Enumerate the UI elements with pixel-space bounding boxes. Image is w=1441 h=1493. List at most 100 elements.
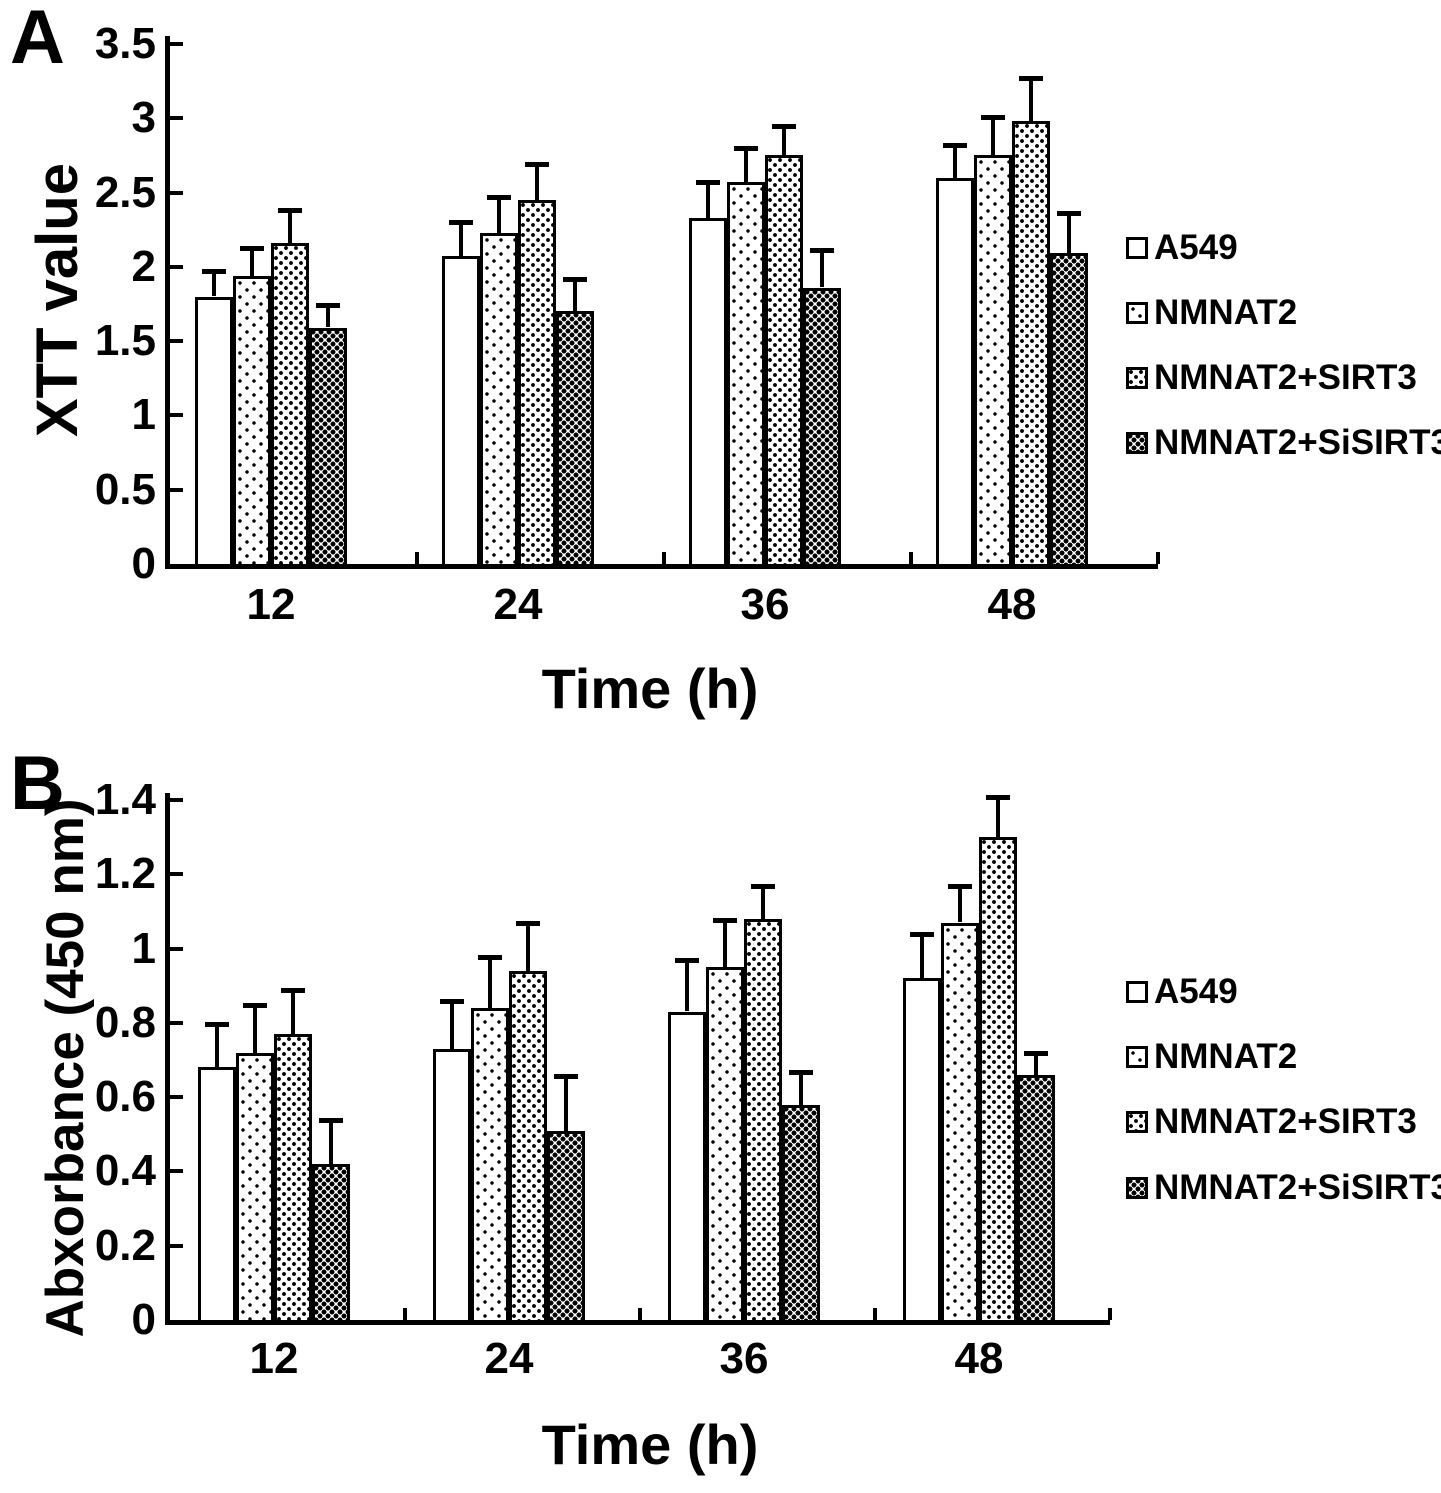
- error-bar-stem: [212, 274, 216, 296]
- error-bar-stem: [564, 1079, 568, 1131]
- error-bar-stem: [782, 129, 786, 156]
- error-bar-cap: [240, 246, 264, 251]
- error-bar-cap: [986, 795, 1010, 800]
- bar: [309, 328, 347, 564]
- error-bar-cap: [449, 220, 473, 225]
- error-bar-cap: [751, 884, 775, 889]
- error-bar-stem: [991, 120, 995, 156]
- error-bar-cap: [1057, 211, 1081, 216]
- error-bar-stem: [744, 151, 748, 182]
- y-axis-tick-label: 0.8: [94, 998, 156, 1047]
- panel-a-x-axis-title: Time (h): [541, 657, 759, 720]
- bar: [803, 288, 841, 564]
- error-bar-cap: [789, 1070, 813, 1075]
- error-bar-cap: [696, 180, 720, 185]
- bar: [1017, 1075, 1055, 1320]
- x-axis-tick: [1108, 1308, 1112, 1320]
- legend-swatch-dots-sparse-icon: [1126, 302, 1148, 324]
- y-axis-tick: [170, 1021, 183, 1025]
- error-bar-cap: [772, 124, 796, 129]
- y-axis-tick-label: 0.6: [94, 1072, 156, 1121]
- error-bar-stem: [291, 993, 295, 1034]
- legend-swatch-plain-icon: [1126, 237, 1148, 259]
- y-axis-tick-label: 1: [131, 924, 156, 973]
- bar: [936, 178, 974, 564]
- error-bar-stem: [250, 251, 254, 276]
- error-bar-stem: [573, 282, 577, 312]
- x-axis-tick-label: 24: [484, 1334, 534, 1383]
- error-bar-cap: [1019, 76, 1043, 81]
- bar: [509, 971, 547, 1320]
- panel-b-letter: B: [10, 741, 65, 826]
- bar: [706, 967, 744, 1320]
- x-axis-tick-label: 36: [719, 1334, 769, 1383]
- bar: [312, 1164, 350, 1320]
- y-axis-line: [165, 793, 170, 1325]
- error-bar-stem: [996, 800, 1000, 837]
- x-axis-tick-label: 12: [249, 1334, 299, 1383]
- legend-label: A549: [1154, 972, 1238, 1011]
- error-bar-cap: [554, 1074, 578, 1079]
- error-bar-cap: [981, 115, 1005, 120]
- bar: [1050, 253, 1088, 564]
- bar: [518, 200, 556, 564]
- error-bar-cap: [1024, 1051, 1048, 1056]
- error-bar-cap: [487, 195, 511, 200]
- bar: [744, 919, 782, 1320]
- error-bar-cap: [713, 918, 737, 923]
- bar: [941, 923, 979, 1320]
- bar: [195, 297, 233, 564]
- error-bar-stem: [253, 1008, 257, 1053]
- bar: [979, 837, 1017, 1320]
- bar: [198, 1067, 236, 1320]
- error-bar-stem: [215, 1027, 219, 1068]
- y-axis-tick: [170, 265, 183, 269]
- y-axis-tick-label: 1: [131, 390, 156, 439]
- x-axis-tick-label: 48: [954, 1334, 1004, 1383]
- y-axis-tick-label: 0: [131, 1295, 156, 1344]
- error-bar-stem: [958, 889, 962, 922]
- y-axis-line: [165, 36, 170, 569]
- error-bar-stem: [820, 253, 824, 287]
- x-axis-tick: [873, 1308, 877, 1320]
- error-bar-stem: [920, 937, 924, 978]
- y-axis-tick: [170, 191, 183, 195]
- y-axis-tick-label: 1.4: [94, 775, 156, 824]
- legend-label: NMNAT2+SIRT3: [1154, 1102, 1417, 1141]
- error-bar-stem: [723, 923, 727, 968]
- error-bar-stem: [329, 1123, 333, 1164]
- y-axis-tick: [170, 42, 183, 46]
- error-bar-cap: [943, 143, 967, 148]
- bar: [668, 1012, 706, 1320]
- y-axis-tick: [170, 947, 183, 951]
- y-axis-tick: [170, 872, 183, 876]
- y-axis-tick: [170, 1244, 183, 1248]
- error-bar-stem: [450, 1004, 454, 1049]
- error-bar-stem: [1034, 1056, 1038, 1075]
- legend-label: NMNAT2+SiSIRT3: [1154, 1168, 1441, 1207]
- bar: [1012, 121, 1050, 564]
- bar: [556, 311, 594, 564]
- error-bar-cap: [734, 146, 758, 151]
- x-axis-line: [165, 564, 1158, 569]
- error-bar-stem: [1029, 81, 1033, 121]
- y-axis-tick: [170, 116, 183, 120]
- y-axis-tick: [170, 1095, 183, 1099]
- error-bar-stem: [685, 963, 689, 1011]
- y-axis-tick: [170, 339, 183, 343]
- x-axis-tick: [638, 1308, 642, 1320]
- y-axis-tick: [170, 488, 183, 492]
- bar: [233, 276, 271, 564]
- legend-swatch-dots-dense-icon: [1126, 1177, 1148, 1199]
- legend-swatch-dots-medium-icon: [1126, 367, 1148, 389]
- error-bar-stem: [1067, 216, 1071, 253]
- error-bar-stem: [761, 889, 765, 919]
- y-axis-tick-label: 3: [131, 93, 156, 142]
- error-bar-stem: [459, 225, 463, 256]
- x-axis-tick: [662, 552, 666, 564]
- y-axis-tick-label: 1.5: [94, 316, 156, 365]
- bar: [236, 1053, 274, 1320]
- error-bar-cap: [278, 208, 302, 213]
- x-axis-tick: [1156, 552, 1160, 564]
